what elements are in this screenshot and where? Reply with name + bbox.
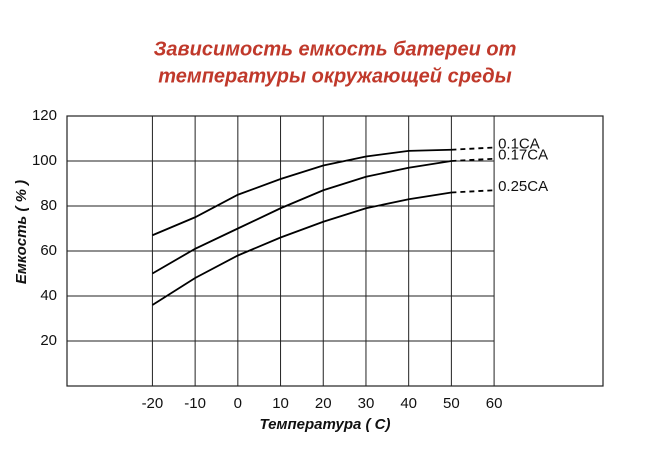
chart-title: Зависимость емкость батереи от [154, 38, 517, 60]
legend-label: 0.25CA [498, 178, 548, 195]
x-tick-label: 40 [400, 395, 417, 412]
chart-title: температуры окружающей среды [158, 65, 511, 87]
legend-label: 0.1CA [498, 135, 540, 152]
series-line [152, 148, 452, 237]
y-tick-label: 80 [40, 197, 57, 214]
x-axis-label: Температура ( С) [259, 416, 390, 433]
x-tick-label: 20 [315, 395, 332, 412]
y-tick-label: 60 [40, 242, 57, 259]
x-tick-label: 0 [234, 395, 242, 412]
series-line [151, 160, 452, 275]
x-tick-label: 60 [486, 395, 503, 412]
x-tick-label: 10 [272, 395, 289, 412]
y-tick-label: 100 [32, 152, 57, 169]
legend-label: 0.17CA [498, 147, 548, 164]
y-tick-label: 20 [40, 332, 57, 349]
y-tick-label: 120 [32, 107, 57, 124]
x-tick-label: 50 [443, 395, 460, 412]
series-line [451, 157, 495, 162]
series-line [151, 191, 452, 306]
x-tick-label: -10 [184, 395, 206, 412]
series-line [451, 189, 495, 194]
y-tick-label: 40 [40, 287, 57, 304]
y-axis-label: Емкость ( % ) [13, 180, 30, 284]
x-tick-label: 30 [358, 395, 375, 412]
x-tick-label: -20 [142, 395, 164, 412]
series-line [451, 146, 495, 151]
